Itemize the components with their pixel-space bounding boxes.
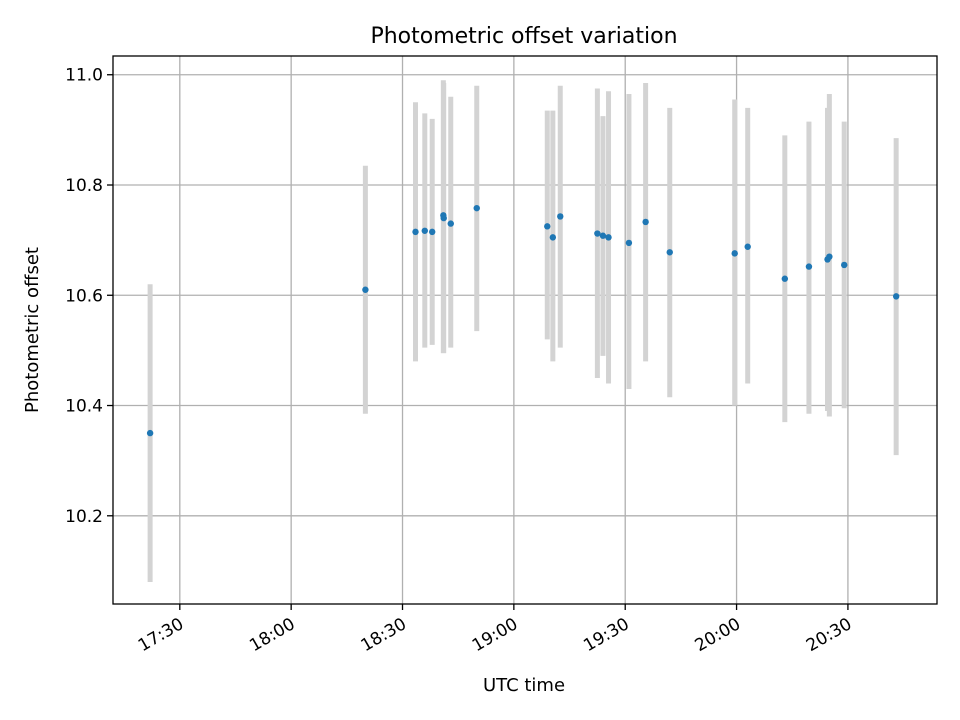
data-point: [421, 227, 428, 234]
data-point: [605, 234, 612, 241]
data-point: [731, 250, 738, 257]
data-point: [781, 275, 789, 282]
data-point: [440, 214, 447, 222]
y-axis: 10.2 10.4 10.6 10.8 11.0: [65, 66, 113, 527]
data-point: [841, 261, 848, 269]
y-tick-label: 10.6: [65, 286, 103, 306]
data-point: [447, 220, 454, 227]
data-point: [642, 218, 649, 226]
data-point: [625, 239, 633, 247]
data-point: [599, 232, 607, 239]
y-tick-label: 11.0: [65, 66, 103, 86]
data-point: [544, 223, 551, 230]
data-point: [429, 228, 436, 236]
data-point: [412, 228, 419, 236]
data-point: [557, 213, 564, 220]
y-tick-label: 10.4: [65, 397, 103, 417]
y-tick-label: 10.2: [65, 507, 103, 527]
data-point: [362, 286, 369, 293]
chart-title: Photometric offset variation: [370, 24, 677, 49]
y-axis-label: Photometric offset: [22, 247, 43, 413]
data-point: [805, 263, 813, 270]
y-tick-label: 10.8: [65, 176, 103, 196]
data-point: [594, 230, 601, 237]
plot-frame: [112, 55, 938, 605]
data-point: [744, 243, 751, 250]
data-point: [549, 234, 557, 241]
data-point: [473, 204, 480, 212]
data-points: [146, 204, 900, 437]
x-axis-label: UTC time: [483, 675, 565, 696]
data-point: [146, 429, 154, 437]
data-point: [826, 253, 833, 260]
data-point: [892, 293, 900, 300]
data-point: [666, 249, 673, 256]
